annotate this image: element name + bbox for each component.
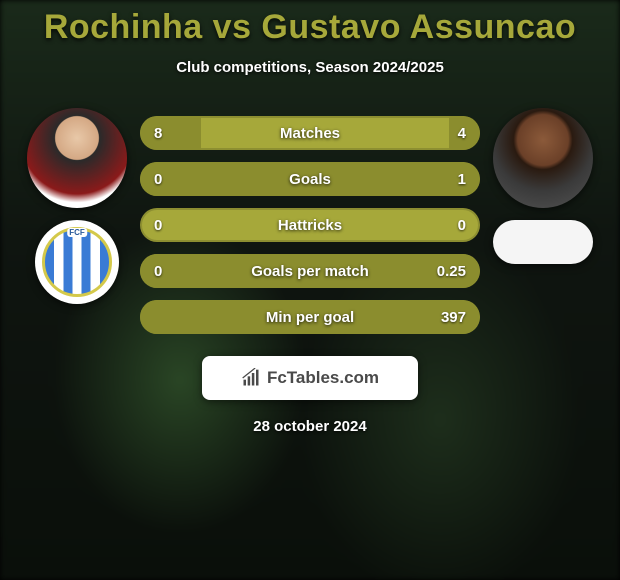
club-badge-text: FCF <box>67 228 87 237</box>
comparison-card: Rochinha vs Gustavo Assuncao Club compet… <box>0 0 620 435</box>
player-right-avatar <box>493 108 593 208</box>
right-player-column <box>488 108 598 264</box>
left-player-column: FCF <box>22 108 132 304</box>
player-left-avatar <box>27 108 127 208</box>
stat-label: Goals per match <box>251 263 369 280</box>
watermark-text: FcTables.com <box>267 368 379 388</box>
player-right-club-badge <box>493 220 593 264</box>
stat-label: Matches <box>280 125 340 142</box>
chart-icon <box>241 368 261 388</box>
stat-right-value: 0 <box>458 217 466 234</box>
stat-label: Min per goal <box>266 309 354 326</box>
stat-label: Goals <box>289 171 331 188</box>
stat-right-value: 397 <box>441 309 466 326</box>
stat-right-value: 0.25 <box>437 263 466 280</box>
comparison-area: FCF 8 4 Matches 0 1 Goals 0 0 Hattricks 0 0.25 Goal… <box>0 108 620 334</box>
subtitle: Club competitions, Season 2024/2025 <box>0 59 620 76</box>
stat-bar: 0 0.25 Goals per match <box>140 254 480 288</box>
stat-right-value: 4 <box>458 125 466 142</box>
watermark: FcTables.com <box>202 356 418 400</box>
stat-left-value: 0 <box>154 263 162 280</box>
stats-bars: 8 4 Matches 0 1 Goals 0 0 Hattricks 0 0.25 Goals pe… <box>140 108 480 334</box>
stat-bar: 397 Min per goal <box>140 300 480 334</box>
page-title: Rochinha vs Gustavo Assuncao <box>0 8 620 47</box>
stat-left-value: 0 <box>154 171 162 188</box>
stat-bar-fill-left <box>140 116 201 150</box>
stat-bar: 0 1 Goals <box>140 162 480 196</box>
stat-bar: 0 0 Hattricks <box>140 208 480 242</box>
stat-left-value: 8 <box>154 125 162 142</box>
stat-label: Hattricks <box>278 217 342 234</box>
stat-bar: 8 4 Matches <box>140 116 480 150</box>
player-left-club-badge: FCF <box>35 220 119 304</box>
stat-left-value: 0 <box>154 217 162 234</box>
date-text: 28 october 2024 <box>0 418 620 435</box>
stat-right-value: 1 <box>458 171 466 188</box>
